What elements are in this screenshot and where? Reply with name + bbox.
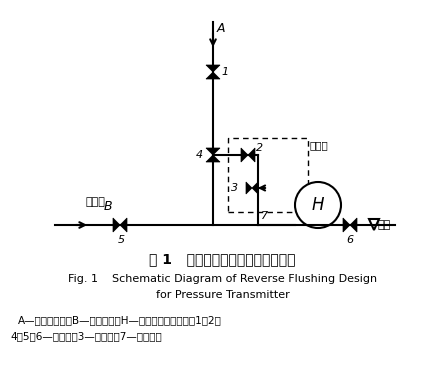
- Polygon shape: [252, 182, 258, 194]
- Text: 3: 3: [231, 183, 238, 193]
- Polygon shape: [206, 65, 220, 72]
- Text: 1: 1: [221, 67, 228, 77]
- Text: for Pressure Transmitter: for Pressure Transmitter: [156, 290, 289, 300]
- Text: 2: 2: [256, 143, 263, 153]
- Text: 地漏: 地漏: [378, 220, 391, 230]
- Polygon shape: [241, 148, 248, 162]
- Polygon shape: [113, 218, 120, 232]
- Text: B: B: [104, 200, 112, 213]
- Text: 4、5、6—截止阀；3—排污阀；7—排污丝堵: 4、5、6—截止阀；3—排污阀；7—排污丝堵: [10, 331, 162, 341]
- Polygon shape: [206, 72, 220, 79]
- Circle shape: [295, 182, 341, 228]
- Text: A—接过程压力；B—接反冲水；H—压力变送器高压侧；1、2、: A—接过程压力；B—接反冲水；H—压力变送器高压侧；1、2、: [18, 315, 222, 325]
- Polygon shape: [246, 182, 252, 194]
- Text: 6: 6: [347, 235, 354, 245]
- Text: H: H: [312, 196, 324, 214]
- Polygon shape: [120, 218, 127, 232]
- Polygon shape: [248, 148, 255, 162]
- Text: 7: 7: [261, 211, 268, 221]
- Text: 5: 5: [117, 235, 125, 245]
- Polygon shape: [343, 218, 350, 232]
- Polygon shape: [206, 148, 220, 155]
- Text: 二阀组: 二阀组: [310, 140, 329, 150]
- Text: 4: 4: [196, 150, 203, 160]
- Polygon shape: [206, 155, 220, 162]
- Text: A: A: [217, 22, 226, 35]
- Text: 图 1   压力变送器反冲水设计示意图: 图 1 压力变送器反冲水设计示意图: [149, 252, 296, 266]
- Text: 反冲水: 反冲水: [85, 197, 105, 207]
- Polygon shape: [350, 218, 357, 232]
- Bar: [228, 138, 308, 212]
- Text: Fig. 1    Schematic Diagram of Reverse Flushing Design: Fig. 1 Schematic Diagram of Reverse Flus…: [68, 274, 377, 284]
